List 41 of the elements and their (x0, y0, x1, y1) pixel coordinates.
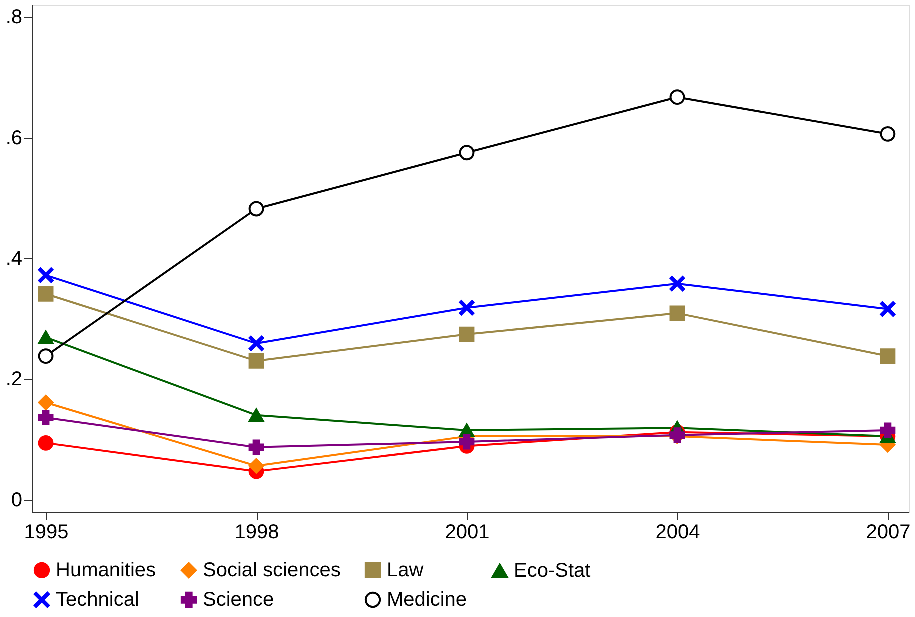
x-tick-label: 2004 (656, 522, 700, 544)
point (459, 326, 475, 342)
point (248, 353, 264, 369)
point (38, 395, 54, 410)
point (38, 436, 54, 451)
point (248, 440, 264, 456)
point (880, 126, 896, 142)
point (38, 410, 54, 426)
point (880, 422, 896, 438)
y-tick-label: .4 (6, 248, 22, 270)
point (670, 276, 686, 292)
legend-label: Social sciences (203, 559, 341, 582)
point (670, 90, 686, 106)
point (459, 145, 475, 161)
point (38, 330, 54, 344)
legend-label: Law (387, 559, 424, 582)
point (248, 336, 264, 352)
legend-label: Humanities (56, 559, 156, 582)
legend-label: Eco-Stat (514, 560, 592, 582)
legend-label: Medicine (387, 589, 468, 611)
point (38, 268, 54, 284)
y-tick-label: 0 (11, 489, 22, 512)
point (670, 306, 686, 322)
point (38, 348, 54, 364)
legend-label: Science (203, 589, 274, 611)
y-tick-label: .6 (6, 127, 22, 150)
point (459, 434, 475, 450)
point (459, 300, 475, 316)
y-tick-label: .2 (6, 368, 22, 391)
y-tick-label: .8 (6, 6, 22, 29)
point (248, 458, 264, 474)
x-tick-label: 1995 (24, 522, 69, 544)
legend-label: Technical (56, 589, 140, 611)
point (880, 301, 896, 317)
x-tick-label: 2001 (445, 522, 490, 544)
point (248, 201, 264, 217)
point (38, 286, 54, 302)
point (248, 408, 264, 422)
x-tick-label: 1998 (234, 522, 280, 544)
point (880, 348, 896, 364)
x-tick-label: 2007 (866, 522, 911, 544)
